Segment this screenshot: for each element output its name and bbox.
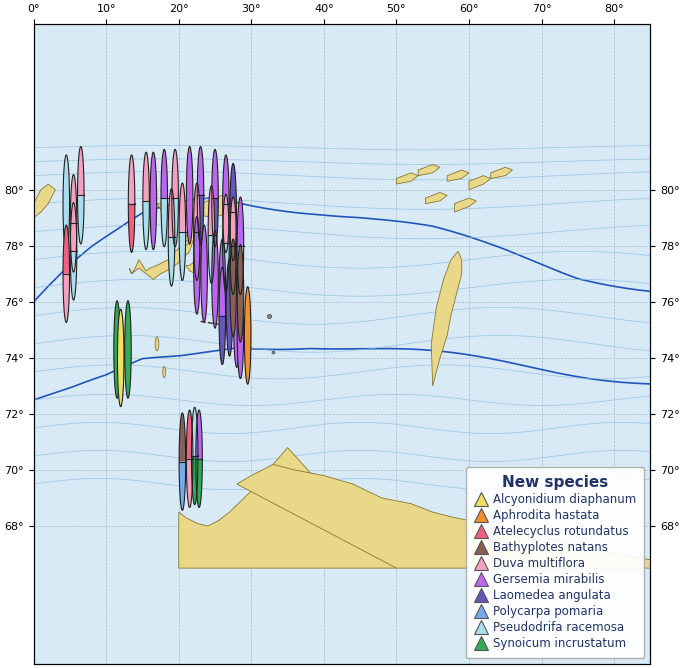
PathPatch shape bbox=[186, 410, 193, 459]
PathPatch shape bbox=[194, 183, 200, 232]
Ellipse shape bbox=[114, 301, 120, 398]
Ellipse shape bbox=[118, 309, 124, 407]
PathPatch shape bbox=[230, 246, 237, 295]
PathPatch shape bbox=[143, 201, 149, 250]
Ellipse shape bbox=[237, 244, 244, 342]
PathPatch shape bbox=[237, 197, 244, 246]
Ellipse shape bbox=[233, 270, 240, 367]
Polygon shape bbox=[469, 176, 490, 190]
PathPatch shape bbox=[168, 188, 174, 237]
PathPatch shape bbox=[186, 459, 193, 508]
Ellipse shape bbox=[226, 259, 233, 356]
Ellipse shape bbox=[230, 239, 237, 337]
PathPatch shape bbox=[192, 456, 198, 505]
PathPatch shape bbox=[179, 462, 185, 510]
Ellipse shape bbox=[201, 225, 207, 323]
PathPatch shape bbox=[63, 274, 70, 323]
PathPatch shape bbox=[230, 212, 237, 261]
PathPatch shape bbox=[208, 186, 215, 234]
PathPatch shape bbox=[161, 198, 168, 246]
Ellipse shape bbox=[219, 239, 226, 337]
PathPatch shape bbox=[70, 174, 77, 223]
PathPatch shape bbox=[219, 267, 226, 316]
PathPatch shape bbox=[77, 146, 84, 195]
PathPatch shape bbox=[208, 234, 215, 283]
Polygon shape bbox=[397, 173, 418, 184]
PathPatch shape bbox=[70, 223, 77, 272]
Ellipse shape bbox=[124, 301, 131, 398]
Polygon shape bbox=[454, 198, 476, 212]
PathPatch shape bbox=[219, 316, 226, 365]
PathPatch shape bbox=[143, 152, 149, 201]
Polygon shape bbox=[179, 448, 397, 568]
Polygon shape bbox=[425, 192, 447, 204]
Ellipse shape bbox=[244, 287, 251, 384]
PathPatch shape bbox=[223, 194, 229, 243]
Ellipse shape bbox=[186, 146, 193, 244]
PathPatch shape bbox=[70, 251, 77, 300]
Polygon shape bbox=[447, 170, 469, 181]
PathPatch shape bbox=[161, 150, 168, 198]
PathPatch shape bbox=[77, 195, 84, 244]
PathPatch shape bbox=[179, 232, 185, 281]
Circle shape bbox=[123, 353, 125, 362]
Polygon shape bbox=[186, 257, 208, 274]
PathPatch shape bbox=[192, 407, 198, 456]
PathPatch shape bbox=[194, 232, 200, 281]
Ellipse shape bbox=[194, 216, 200, 314]
PathPatch shape bbox=[172, 150, 179, 198]
Polygon shape bbox=[237, 464, 650, 568]
PathPatch shape bbox=[197, 195, 204, 244]
PathPatch shape bbox=[168, 237, 174, 286]
Polygon shape bbox=[431, 251, 462, 386]
Circle shape bbox=[155, 337, 159, 351]
PathPatch shape bbox=[223, 155, 229, 204]
PathPatch shape bbox=[70, 202, 77, 251]
Ellipse shape bbox=[63, 155, 70, 253]
PathPatch shape bbox=[129, 155, 135, 204]
PathPatch shape bbox=[179, 413, 185, 462]
Polygon shape bbox=[490, 167, 512, 178]
Circle shape bbox=[163, 366, 166, 377]
PathPatch shape bbox=[129, 204, 135, 253]
PathPatch shape bbox=[223, 204, 229, 253]
PathPatch shape bbox=[63, 225, 70, 274]
PathPatch shape bbox=[196, 459, 202, 508]
Polygon shape bbox=[179, 240, 189, 251]
Polygon shape bbox=[34, 184, 55, 218]
PathPatch shape bbox=[230, 164, 237, 212]
Legend: Alcyonidium diaphanum, Aphrodita hastata, Atelecyclus rotundatus, Bathyplotes na: Alcyonidium diaphanum, Aphrodita hastata… bbox=[466, 467, 644, 658]
Ellipse shape bbox=[237, 281, 244, 379]
PathPatch shape bbox=[172, 198, 179, 246]
PathPatch shape bbox=[212, 150, 218, 198]
PathPatch shape bbox=[223, 243, 229, 292]
Polygon shape bbox=[418, 164, 440, 176]
PathPatch shape bbox=[196, 410, 202, 459]
PathPatch shape bbox=[197, 146, 204, 195]
PathPatch shape bbox=[179, 183, 185, 232]
Polygon shape bbox=[129, 204, 197, 279]
Ellipse shape bbox=[212, 230, 218, 328]
PathPatch shape bbox=[212, 198, 218, 246]
PathPatch shape bbox=[230, 197, 237, 246]
Ellipse shape bbox=[150, 152, 157, 250]
Polygon shape bbox=[194, 195, 233, 218]
PathPatch shape bbox=[237, 246, 244, 295]
